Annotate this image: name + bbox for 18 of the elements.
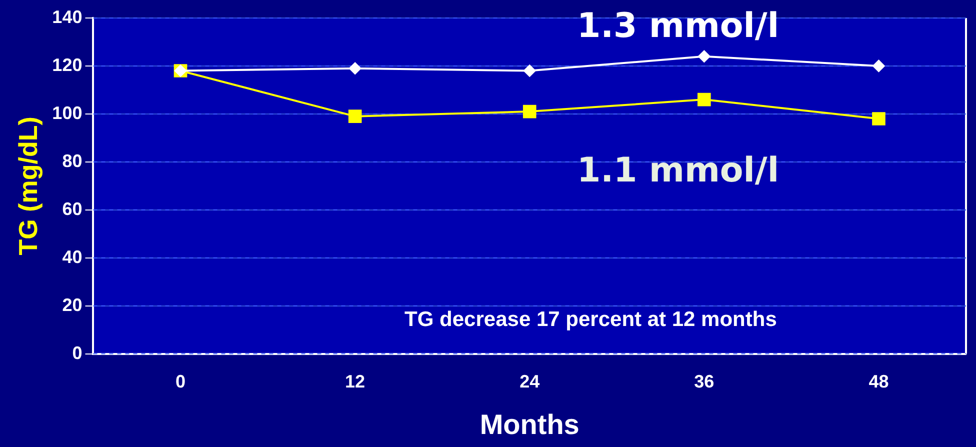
y-tick-label: 40 [62,246,82,267]
x-tick-label: 48 [868,372,889,392]
x-tick-label: 0 [176,372,186,392]
y-tick-label: 0 [72,342,82,363]
y-tick-label: 60 [62,198,82,219]
y-tick-label: 20 [62,294,82,315]
x-tick-label: 12 [345,372,366,392]
x-tick-label: 36 [694,372,714,392]
y-tick-label: 80 [62,150,82,171]
annotation: TG decrease 17 percent at 12 months [404,308,777,332]
x-tick-label: 24 [520,372,540,392]
y-axis-title: TG (mg/dL) [12,116,43,256]
y-tick-label: 140 [52,6,82,27]
y-tick-label: 120 [52,54,82,75]
x-axis-title: Months [480,408,580,440]
annotation: 1.3 mmol/l [576,6,779,46]
y-tick-label: 100 [52,102,82,123]
annotation: 1.1 mmol/l [576,150,779,190]
